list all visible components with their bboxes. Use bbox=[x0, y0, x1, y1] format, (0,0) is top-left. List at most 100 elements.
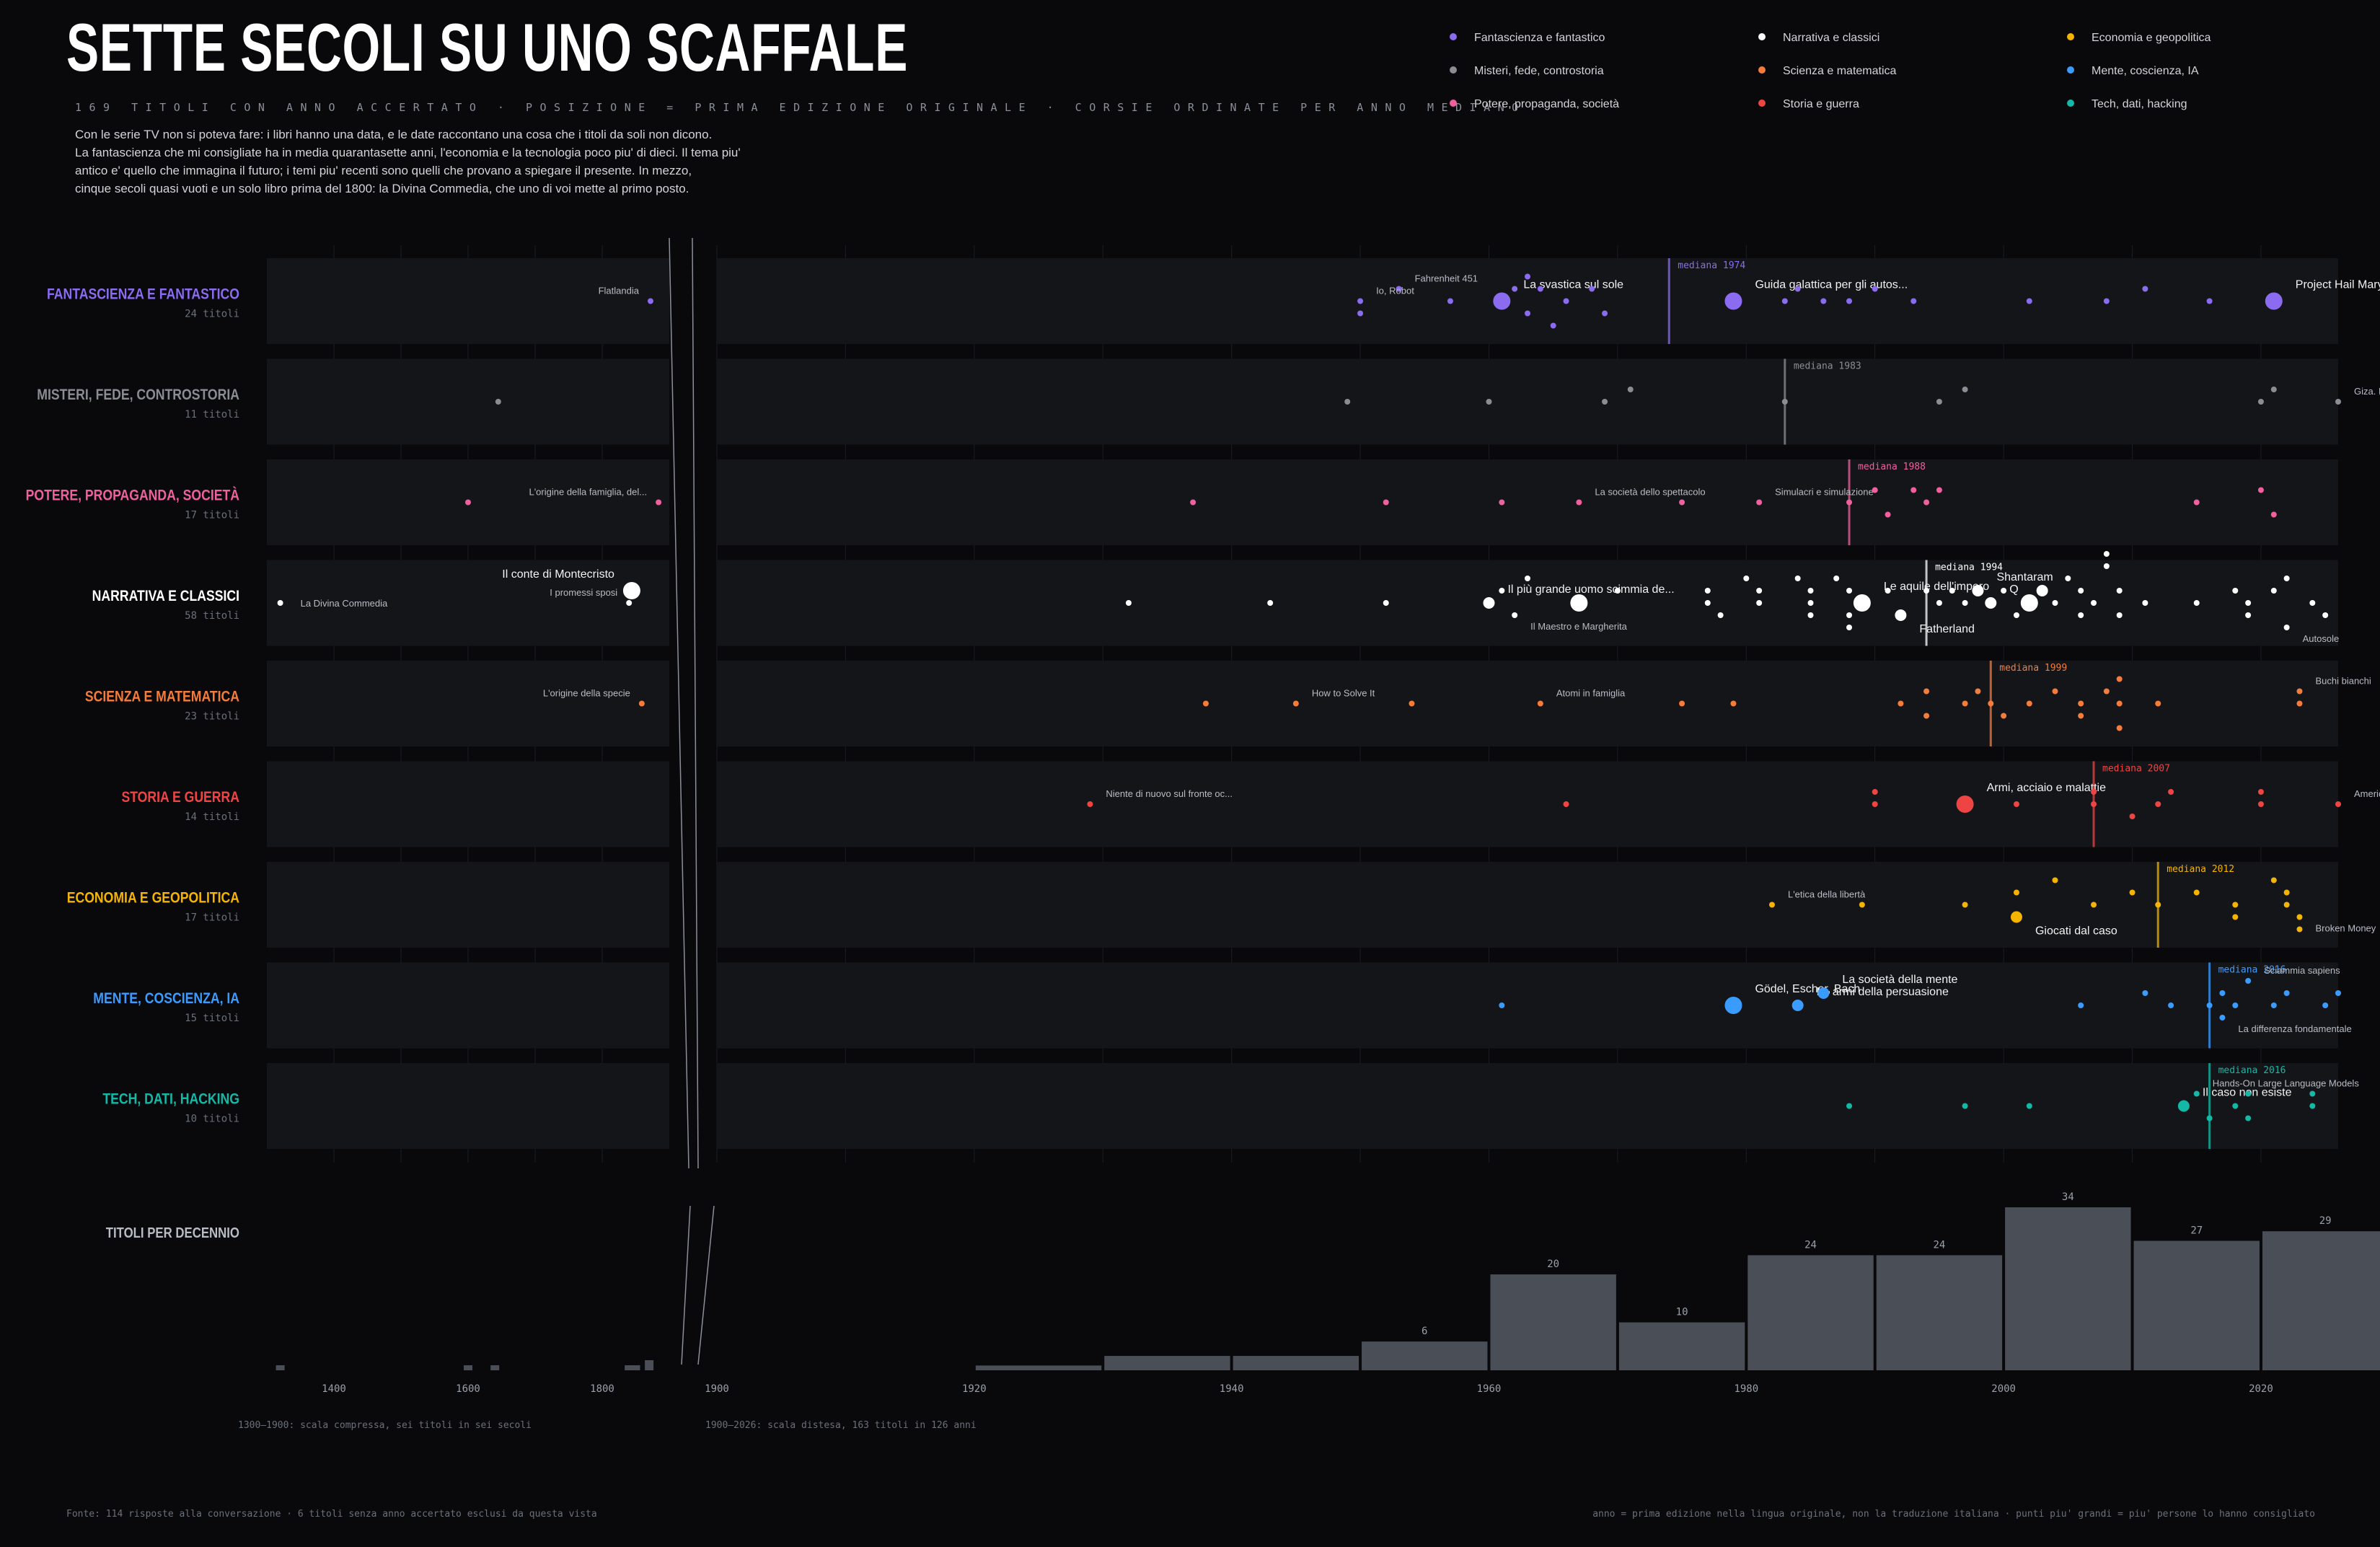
data-point bbox=[1396, 286, 1402, 292]
lane-band-compressed bbox=[267, 962, 669, 1049]
data-point bbox=[2296, 926, 2303, 933]
data-point bbox=[1383, 499, 1389, 506]
data-point bbox=[2026, 1103, 2032, 1109]
lane-band-compressed bbox=[267, 358, 669, 445]
data-point bbox=[1962, 1103, 1968, 1109]
data-point bbox=[2193, 1090, 2200, 1097]
data-point bbox=[2116, 588, 2123, 594]
legend-item: Scienza e matematica bbox=[1758, 65, 1896, 78]
lane-name: SCIENZA E MATEMATICA bbox=[85, 688, 239, 705]
histogram-bar-early bbox=[490, 1365, 500, 1370]
data-point bbox=[1923, 688, 1930, 695]
data-point bbox=[1679, 700, 1685, 707]
page-subtitle: 169 TITOLI CON ANNO ACCERTATO · POSIZION… bbox=[75, 101, 1526, 114]
x-tick-label: 1900 bbox=[705, 1383, 729, 1395]
data-point bbox=[2091, 902, 2097, 908]
point-label: How to Solve It bbox=[1312, 688, 1375, 699]
median-label: mediana 1974 bbox=[1678, 260, 1745, 271]
data-point bbox=[1357, 298, 1364, 304]
lane-band-expanded bbox=[717, 862, 2338, 948]
data-point bbox=[2155, 700, 2161, 707]
data-point bbox=[1202, 700, 1209, 707]
legend-label: Mente, coscienza, IA bbox=[2092, 65, 2199, 77]
data-point bbox=[1872, 487, 1878, 493]
lane-band-expanded bbox=[717, 358, 2338, 445]
data-point bbox=[2322, 1002, 2329, 1008]
data-point bbox=[2270, 588, 2277, 594]
lane-name: MISTERI, FEDE, CONTROSTORIA bbox=[37, 387, 239, 404]
data-point bbox=[1614, 588, 1621, 594]
axis-break-line bbox=[697, 1205, 715, 1365]
data-point bbox=[1846, 298, 1853, 304]
data-point bbox=[2193, 600, 2200, 606]
data-point bbox=[1724, 997, 1742, 1014]
data-point bbox=[2232, 914, 2239, 920]
data-point bbox=[1794, 576, 1801, 581]
data-point bbox=[2283, 990, 2290, 996]
lane-name: POTERE, PROPAGANDA, SOCIETÀ bbox=[26, 486, 239, 504]
lane-band-expanded bbox=[717, 459, 2338, 545]
data-point bbox=[1949, 588, 1955, 594]
data-point bbox=[1872, 801, 1878, 807]
data-point bbox=[1512, 612, 1518, 618]
point-label: Hands-On Large Language Models bbox=[2213, 1078, 2360, 1089]
point-label: Gödel, Escher, Bach bbox=[1755, 983, 1860, 995]
data-point bbox=[1409, 700, 1415, 707]
point-label: Il Maestro e Margherita bbox=[1530, 621, 1627, 632]
data-point bbox=[1794, 286, 1801, 292]
data-point bbox=[2232, 902, 2239, 908]
data-point bbox=[2245, 978, 2252, 984]
data-point bbox=[2168, 789, 2174, 795]
lane-name: MENTE, COSCIENZA, IA bbox=[93, 990, 239, 1008]
data-point bbox=[1344, 399, 1351, 405]
legend-label: Economia e geopolitica bbox=[2092, 32, 2211, 44]
data-point bbox=[1563, 801, 1569, 807]
point-label: La società dello spettacolo bbox=[1595, 487, 1705, 498]
data-point bbox=[1292, 700, 1299, 707]
legend-swatch bbox=[1758, 66, 1766, 74]
data-point bbox=[2335, 990, 2341, 996]
point-label: Giocati dal caso bbox=[2035, 925, 2117, 938]
data-point bbox=[2219, 990, 2226, 996]
x-tick-label: 1400 bbox=[322, 1383, 346, 1395]
data-point bbox=[1846, 588, 1853, 594]
data-point bbox=[2091, 789, 2097, 795]
x-tick-label: 1600 bbox=[456, 1383, 480, 1395]
data-point bbox=[495, 399, 501, 405]
lane-name: NARRATIVA E CLASSICI bbox=[92, 588, 239, 605]
data-point bbox=[1859, 902, 1865, 908]
data-point bbox=[2010, 911, 2022, 923]
data-point bbox=[2155, 902, 2161, 908]
data-point bbox=[1956, 795, 1974, 813]
data-point bbox=[2116, 725, 2123, 731]
data-point bbox=[1743, 576, 1750, 581]
point-label: Project Hail Mary bbox=[2296, 279, 2380, 291]
point-label: Autosole bbox=[2303, 633, 2340, 644]
data-point bbox=[1525, 273, 1530, 280]
legend-label: Tech, dati, hacking bbox=[2092, 98, 2187, 110]
data-point bbox=[2283, 889, 2290, 896]
data-point bbox=[1910, 298, 1917, 304]
point-label: L'etica della libertà bbox=[1788, 889, 1866, 900]
data-point bbox=[1499, 499, 1505, 506]
data-point bbox=[1791, 1000, 1804, 1011]
point-label: Giza. La città svelata bbox=[2354, 386, 2380, 397]
data-point bbox=[1846, 625, 1853, 630]
x-tick-label: 1960 bbox=[1477, 1383, 1502, 1395]
point-label: Armi, acciaio e malattie bbox=[1987, 782, 2106, 794]
data-point bbox=[1846, 1103, 1853, 1109]
data-point bbox=[2270, 511, 2277, 518]
legend-item: Economia e geopolitica bbox=[2067, 32, 2211, 45]
data-point bbox=[1627, 387, 1634, 392]
lane-band-compressed bbox=[267, 560, 669, 646]
data-point bbox=[1923, 588, 1930, 594]
data-point bbox=[2265, 292, 2283, 310]
data-point bbox=[1936, 600, 1942, 606]
source-note: Fonte: 114 risposte alla conversazione ·… bbox=[66, 1509, 597, 1520]
data-point bbox=[2129, 889, 2136, 896]
lane-count: 17 titoli bbox=[185, 510, 239, 521]
data-point bbox=[2257, 801, 2264, 807]
data-point bbox=[1267, 600, 1274, 606]
data-point bbox=[1833, 576, 1840, 581]
